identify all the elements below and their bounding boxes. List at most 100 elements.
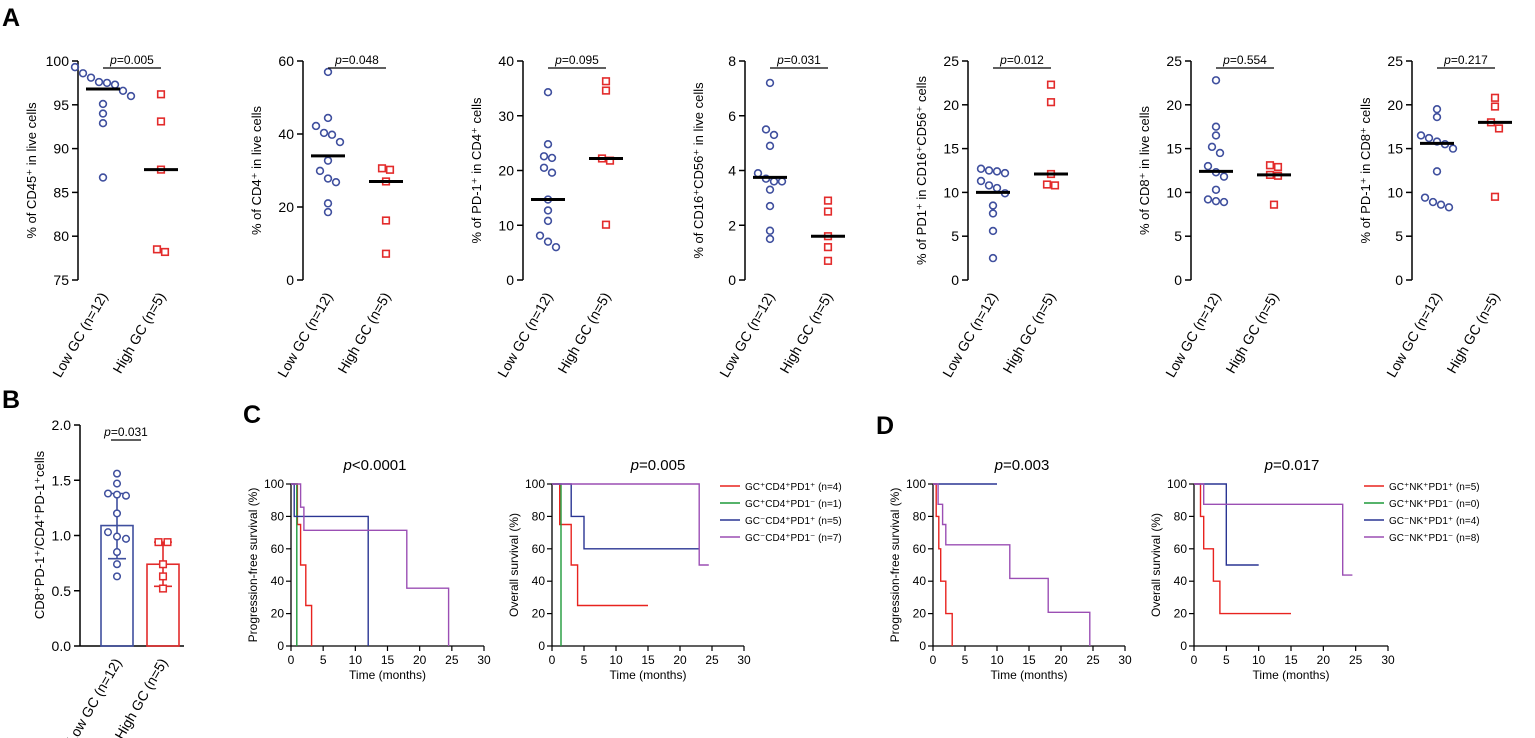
x-tick-label: 20 bbox=[1054, 653, 1068, 667]
p-value-label: p=0.031 bbox=[103, 425, 148, 439]
p-value-label: p=0.554 bbox=[1222, 53, 1267, 67]
data-point-low-gc bbox=[1219, 172, 1229, 181]
data-point-low-gc bbox=[539, 163, 549, 172]
p-value-number: <0.0001 bbox=[352, 457, 407, 474]
y-tick-label: 80 bbox=[53, 228, 69, 244]
data-point-low-gc bbox=[992, 167, 1002, 176]
y-tick-label: 0 bbox=[506, 272, 514, 288]
y-axis-label: Overall survival (%) bbox=[507, 513, 521, 617]
y-tick-label: 10 bbox=[1387, 184, 1403, 200]
data-point-low-gc bbox=[539, 152, 549, 161]
data-point-high-gc bbox=[1490, 192, 1500, 201]
data-point-low-gc bbox=[765, 201, 775, 211]
y-tick-label: 0 bbox=[1174, 272, 1182, 288]
x-category-label: High GC (n=5) bbox=[109, 290, 168, 377]
y-tick-label: 8 bbox=[728, 53, 736, 69]
data-point-high-gc bbox=[1042, 180, 1052, 189]
p-value-number: =0.005 bbox=[117, 53, 154, 67]
x-category-label: High GC (n=5) bbox=[1443, 290, 1502, 377]
y-tick-label: 1.5 bbox=[52, 472, 72, 488]
y-tick-label: 40 bbox=[913, 574, 927, 588]
data-point-high-gc bbox=[601, 220, 611, 229]
data-point-low-gc bbox=[765, 185, 775, 194]
p-symbol: p bbox=[999, 53, 1007, 67]
data-point-low-gc bbox=[769, 130, 779, 140]
x-category-label: Low GC (n=12) bbox=[939, 290, 1001, 381]
p-value-number: =0.048 bbox=[342, 53, 379, 67]
x-category-label: High GC (n=5) bbox=[776, 290, 835, 377]
data-point-high-gc bbox=[156, 90, 166, 99]
p-value-number: =0.554 bbox=[1230, 53, 1267, 67]
data-point-high-gc bbox=[152, 245, 162, 254]
data-point-low-gc bbox=[78, 69, 88, 78]
p-symbol: p bbox=[109, 53, 117, 67]
x-tick-label: 10 bbox=[609, 653, 623, 667]
data-point-low-gc bbox=[102, 78, 112, 88]
data-point-low-gc bbox=[110, 80, 120, 89]
x-category-label: Low GC (n=12) bbox=[1162, 290, 1224, 381]
x-axis-label: Time (months) bbox=[349, 668, 426, 682]
data-point-high-gc bbox=[1494, 124, 1504, 133]
data-point-low-gc bbox=[94, 77, 104, 87]
x-tick-label: 30 bbox=[477, 653, 491, 667]
legend-label: GC⁺CD4⁺PD1⁺ (n=4) bbox=[745, 482, 842, 493]
p-value-number: =0.031 bbox=[784, 53, 821, 67]
p-symbol: p bbox=[630, 457, 639, 474]
data-point-low-gc bbox=[112, 532, 122, 541]
data-point-low-gc bbox=[112, 572, 122, 581]
p-symbol: p bbox=[1443, 53, 1451, 67]
data-point-low-gc bbox=[543, 140, 553, 149]
data-point-low-gc bbox=[1203, 195, 1213, 204]
y-tick-label: 5 bbox=[1174, 228, 1182, 244]
y-axis-label: Progression-free survival (%) bbox=[888, 488, 902, 643]
p-value-number: =0.005 bbox=[639, 457, 685, 474]
data-point-low-gc bbox=[984, 166, 994, 175]
y-tick-label: 60 bbox=[532, 542, 546, 556]
x-tick-label: 30 bbox=[1118, 653, 1132, 667]
data-point-low-gc bbox=[984, 181, 994, 190]
data-point-low-gc bbox=[1432, 167, 1442, 176]
data-point-low-gc bbox=[1211, 131, 1221, 140]
p-symbol: p bbox=[1264, 457, 1273, 474]
y-tick-label: 40 bbox=[278, 126, 294, 142]
data-point-low-gc bbox=[1207, 142, 1217, 152]
y-tick-label: 80 bbox=[913, 509, 927, 523]
data-point-low-gc bbox=[121, 534, 131, 543]
data-point-low-gc bbox=[1432, 137, 1442, 146]
y-tick-label: 40 bbox=[532, 574, 546, 588]
y-tick-label: 30 bbox=[498, 108, 514, 124]
y-tick-label: 20 bbox=[278, 199, 294, 215]
data-point-low-gc bbox=[98, 99, 108, 109]
y-tick-label: 75 bbox=[53, 272, 69, 288]
data-point-low-gc bbox=[323, 113, 333, 123]
x-tick-label: 30 bbox=[737, 653, 751, 667]
y-tick-label: 40 bbox=[271, 574, 285, 588]
x-category-label: High GC (n=5) bbox=[554, 290, 613, 377]
data-point-low-gc bbox=[118, 86, 128, 95]
data-point-low-gc bbox=[988, 209, 998, 218]
survival-curve-1 bbox=[1194, 483, 1291, 615]
x-tick-label: 15 bbox=[1022, 653, 1036, 667]
data-point-low-gc bbox=[112, 560, 122, 569]
data-point-low-gc bbox=[103, 489, 113, 498]
survival-curve-4 bbox=[291, 483, 450, 646]
data-point-low-gc bbox=[121, 491, 131, 500]
data-point-low-gc bbox=[98, 118, 108, 128]
data-point-low-gc bbox=[547, 168, 557, 177]
data-point-high-gc bbox=[1490, 102, 1500, 111]
p-value-number: =0.095 bbox=[562, 53, 599, 67]
data-point-low-gc bbox=[1428, 197, 1438, 207]
p-value-number: =0.012 bbox=[1007, 53, 1044, 67]
x-tick-label: 5 bbox=[581, 653, 588, 667]
x-category-label: Low GC (n=12) bbox=[1383, 290, 1445, 381]
panel-label-b: B bbox=[2, 386, 20, 414]
p-symbol: p bbox=[103, 425, 111, 439]
data-point-high-gc bbox=[158, 584, 168, 593]
data-point-high-gc bbox=[163, 538, 172, 547]
y-axis-label: % of CD16⁺CD56⁺ in live cells bbox=[691, 82, 706, 259]
y-tick-label: 10 bbox=[1166, 184, 1182, 200]
x-tick-label: 20 bbox=[413, 653, 427, 667]
data-point-low-gc bbox=[1424, 133, 1434, 143]
y-tick-label: 60 bbox=[1174, 542, 1188, 556]
data-point-low-gc bbox=[98, 109, 108, 118]
